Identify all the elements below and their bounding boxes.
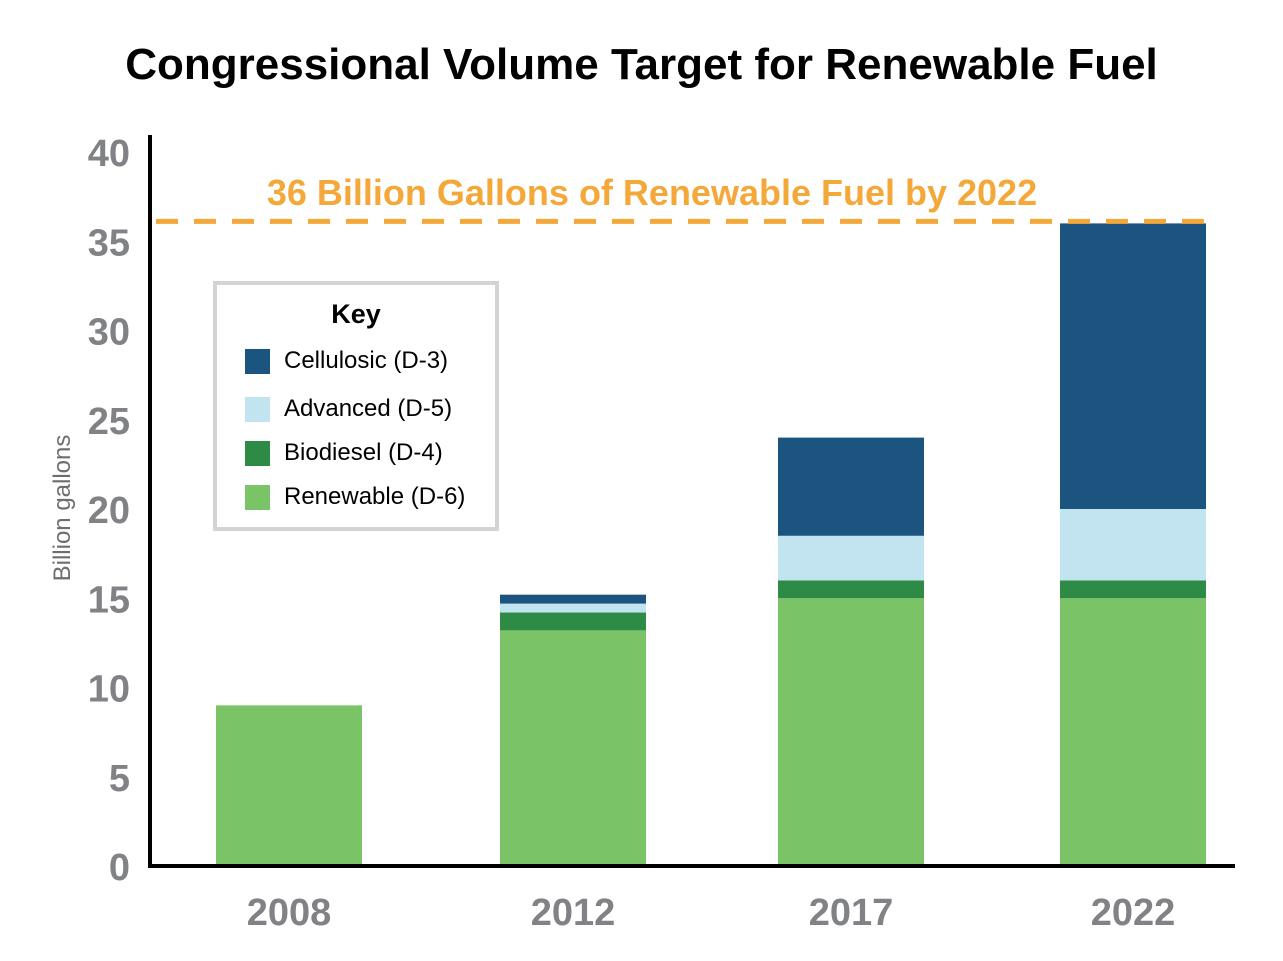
y-tick-label: 25 (88, 401, 130, 443)
bar-2017-biodiesel-d-4 (778, 580, 924, 599)
target-line-label: 36 Billion Gallons of Renewable Fuel by … (267, 172, 1037, 213)
bar-2017-cellulosic-d-3 (778, 437, 924, 536)
y-tick-label: 5 (109, 758, 130, 800)
bar-2022-biodiesel-d-4 (1060, 580, 1206, 599)
y-tick-label: 0 (109, 847, 130, 889)
bar-2008-renewable-d-6 (216, 705, 362, 866)
bar-2017-renewable-d-6 (778, 598, 924, 866)
legend-item: Biodiesel (D-4) (245, 439, 443, 467)
bar-2012-advanced-d-5 (500, 603, 646, 613)
x-tick-label: 2022 (1091, 892, 1176, 934)
bar-2022-renewable-d-6 (1060, 598, 1206, 866)
bar-2022-cellulosic-d-3 (1060, 223, 1206, 509)
y-tick-label: 40 (88, 133, 130, 175)
legend-item: Cellulosic (D-3) (245, 347, 448, 375)
legend: Key Cellulosic (D-3) Advanced (D-5) Biodie… (213, 281, 499, 531)
bar-2017-advanced-d-5 (778, 535, 924, 581)
bar-2022-advanced-d-5 (1060, 509, 1206, 581)
legend-label: Renewable (D-6) (284, 483, 466, 510)
y-tick-label: 20 (88, 490, 130, 532)
y-axis-label: Billion gallons (49, 435, 76, 582)
legend-swatch (245, 484, 270, 510)
legend-swatch (245, 440, 270, 466)
bar-2012-cellulosic-d-3 (500, 594, 646, 604)
y-tick-label: 10 (88, 669, 130, 711)
legend-label: Advanced (D-5) (284, 395, 453, 422)
bar-2012-biodiesel-d-4 (500, 612, 646, 631)
legend-label: Cellulosic (D-3) (284, 347, 449, 374)
x-tick-label: 2008 (247, 892, 332, 934)
chart-title: Congressional Volume Target for Renewabl… (125, 40, 1158, 89)
legend-title: Key (331, 299, 381, 329)
legend-swatch (245, 396, 270, 422)
y-tick-label: 30 (88, 312, 130, 354)
y-tick-label: 35 (88, 222, 130, 264)
legend-item: Renewable (D-6) (245, 483, 465, 511)
bar-2012-renewable-d-6 (500, 630, 646, 866)
x-tick-label: 2012 (531, 892, 616, 934)
legend-item: Advanced (D-5) (245, 395, 452, 423)
legend-label: Biodiesel (D-4) (284, 439, 443, 466)
x-tick-label: 2017 (809, 892, 894, 934)
y-tick-label: 15 (88, 579, 130, 621)
legend-swatch (245, 348, 270, 374)
